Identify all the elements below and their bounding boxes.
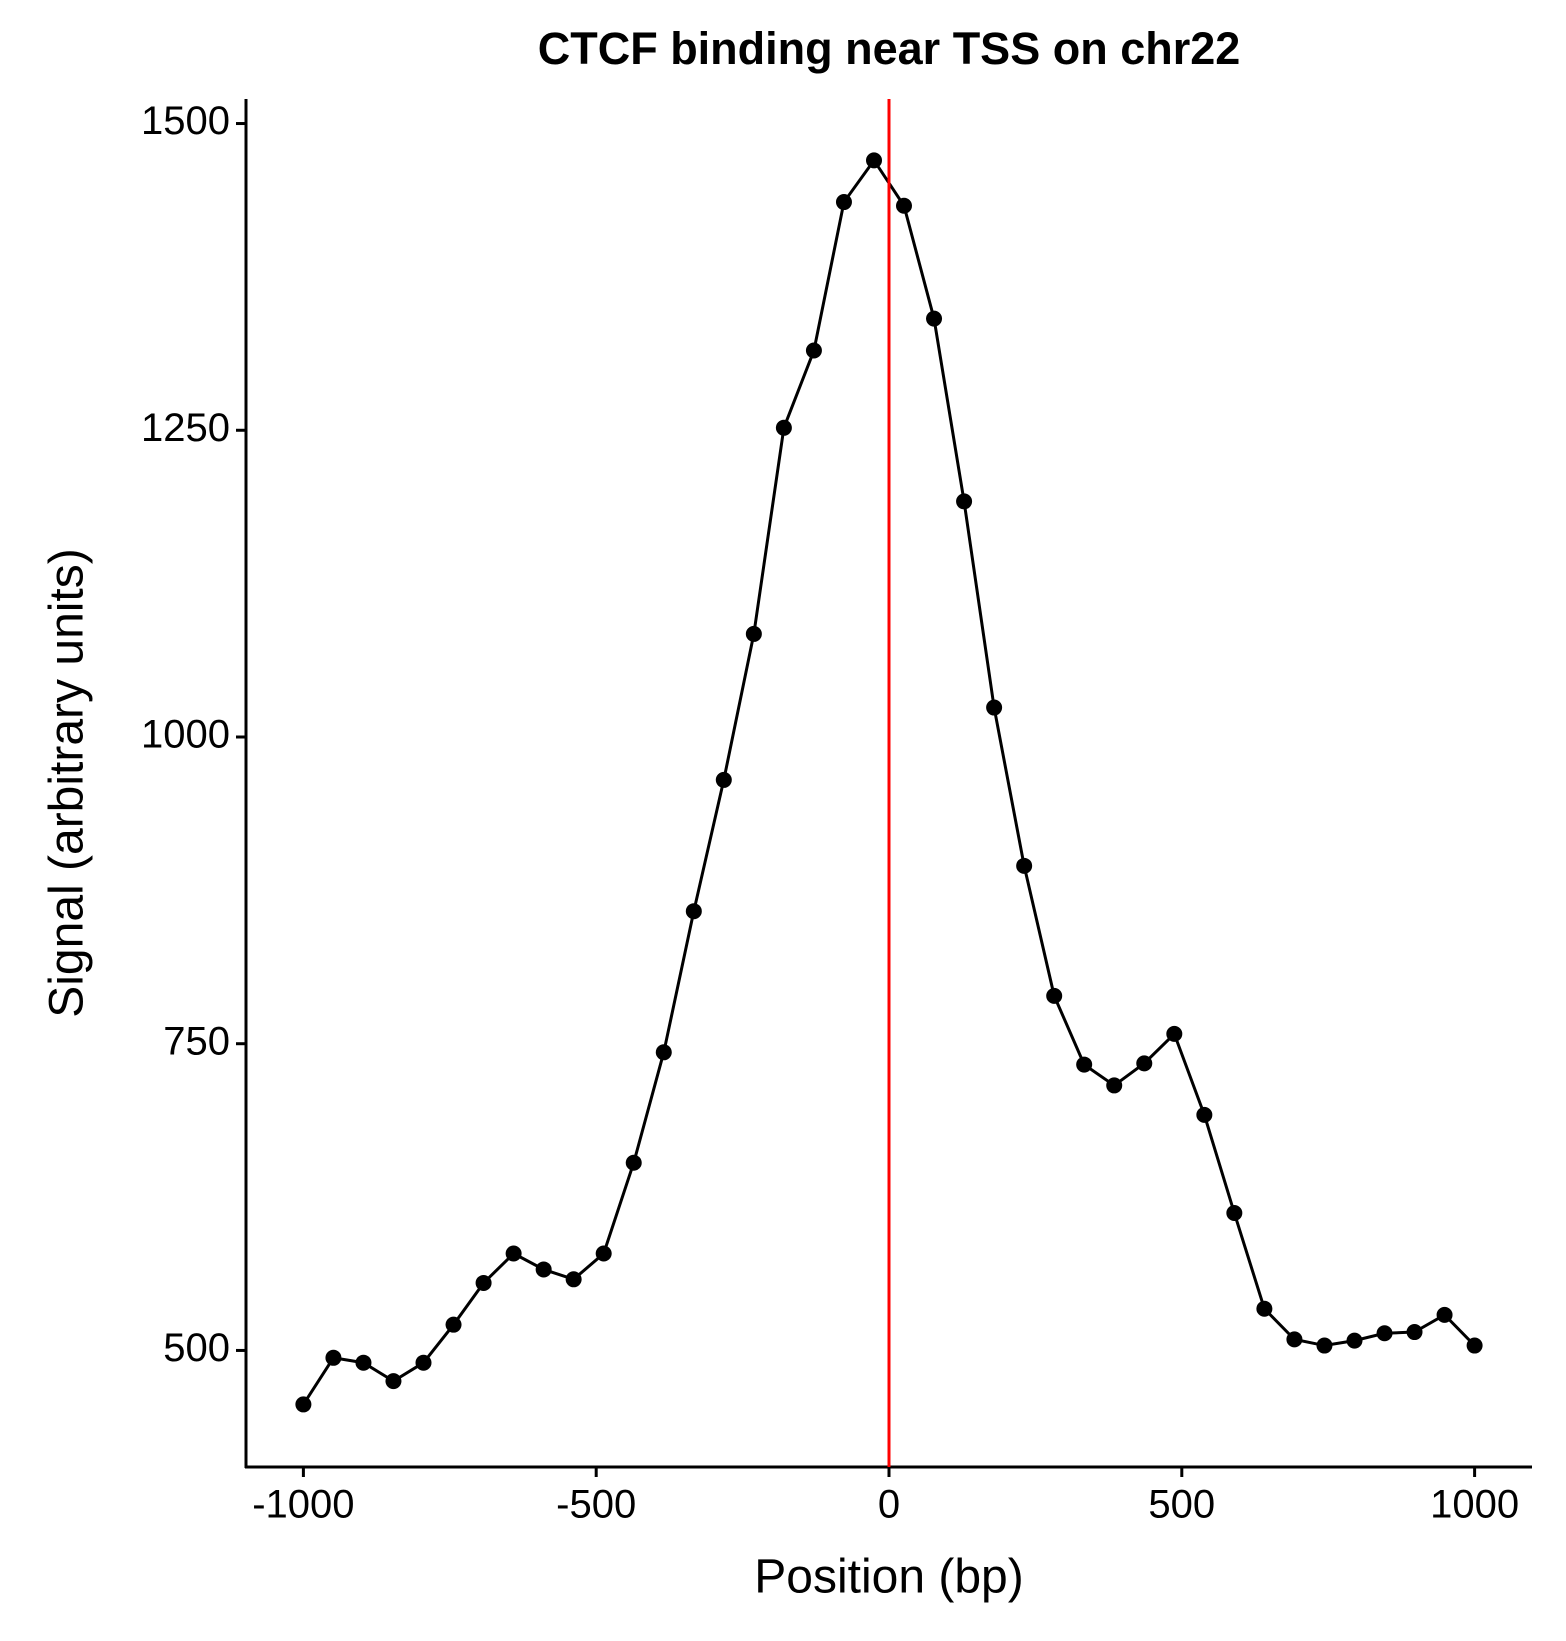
point bbox=[1436, 1306, 1453, 1323]
x-tick-label: 500 bbox=[1148, 1483, 1215, 1527]
x-tick-label: -500 bbox=[556, 1483, 636, 1527]
point bbox=[475, 1274, 492, 1291]
x-axis-label: Position (bp) bbox=[754, 1551, 1023, 1604]
y-tick-label: 1500 bbox=[141, 99, 230, 143]
point bbox=[385, 1373, 402, 1390]
y-tick-label: 1000 bbox=[141, 713, 230, 757]
point bbox=[835, 194, 852, 211]
point bbox=[1106, 1077, 1123, 1094]
y-tick-label: 500 bbox=[163, 1326, 230, 1370]
point bbox=[1316, 1337, 1333, 1354]
x-tick-label: -1000 bbox=[252, 1483, 354, 1527]
point bbox=[715, 771, 732, 788]
point bbox=[1376, 1325, 1393, 1342]
point bbox=[1076, 1056, 1093, 1073]
point bbox=[445, 1316, 462, 1333]
point bbox=[1286, 1331, 1303, 1348]
point bbox=[655, 1044, 672, 1061]
point bbox=[745, 625, 762, 642]
point bbox=[1256, 1300, 1273, 1317]
chart-title: CTCF binding near TSS on chr22 bbox=[538, 23, 1241, 74]
point bbox=[325, 1349, 342, 1366]
point bbox=[805, 342, 822, 359]
point bbox=[355, 1354, 372, 1371]
y-tick-label: 750 bbox=[163, 1019, 230, 1063]
point bbox=[1466, 1337, 1483, 1354]
point bbox=[1406, 1324, 1423, 1341]
x-tick-label: 1000 bbox=[1430, 1483, 1519, 1527]
point bbox=[895, 197, 912, 214]
point bbox=[535, 1261, 552, 1278]
y-axis-label: Signal (arbitrary units) bbox=[41, 548, 94, 1018]
point bbox=[775, 419, 792, 436]
point bbox=[1226, 1205, 1243, 1222]
point bbox=[685, 903, 702, 920]
point bbox=[595, 1245, 612, 1262]
point bbox=[866, 152, 883, 169]
point bbox=[1346, 1332, 1363, 1349]
y-tick-label: 1250 bbox=[141, 406, 230, 450]
point bbox=[505, 1245, 522, 1262]
x-tick-label: 0 bbox=[878, 1483, 900, 1527]
point bbox=[295, 1396, 312, 1413]
point bbox=[1136, 1055, 1153, 1072]
point bbox=[956, 493, 973, 510]
point bbox=[1166, 1025, 1183, 1042]
point bbox=[1196, 1106, 1213, 1123]
point bbox=[986, 699, 1003, 716]
point bbox=[1016, 857, 1033, 874]
point bbox=[926, 310, 943, 327]
point bbox=[415, 1354, 432, 1371]
point bbox=[565, 1271, 582, 1288]
point bbox=[625, 1154, 642, 1171]
point bbox=[1046, 987, 1063, 1004]
